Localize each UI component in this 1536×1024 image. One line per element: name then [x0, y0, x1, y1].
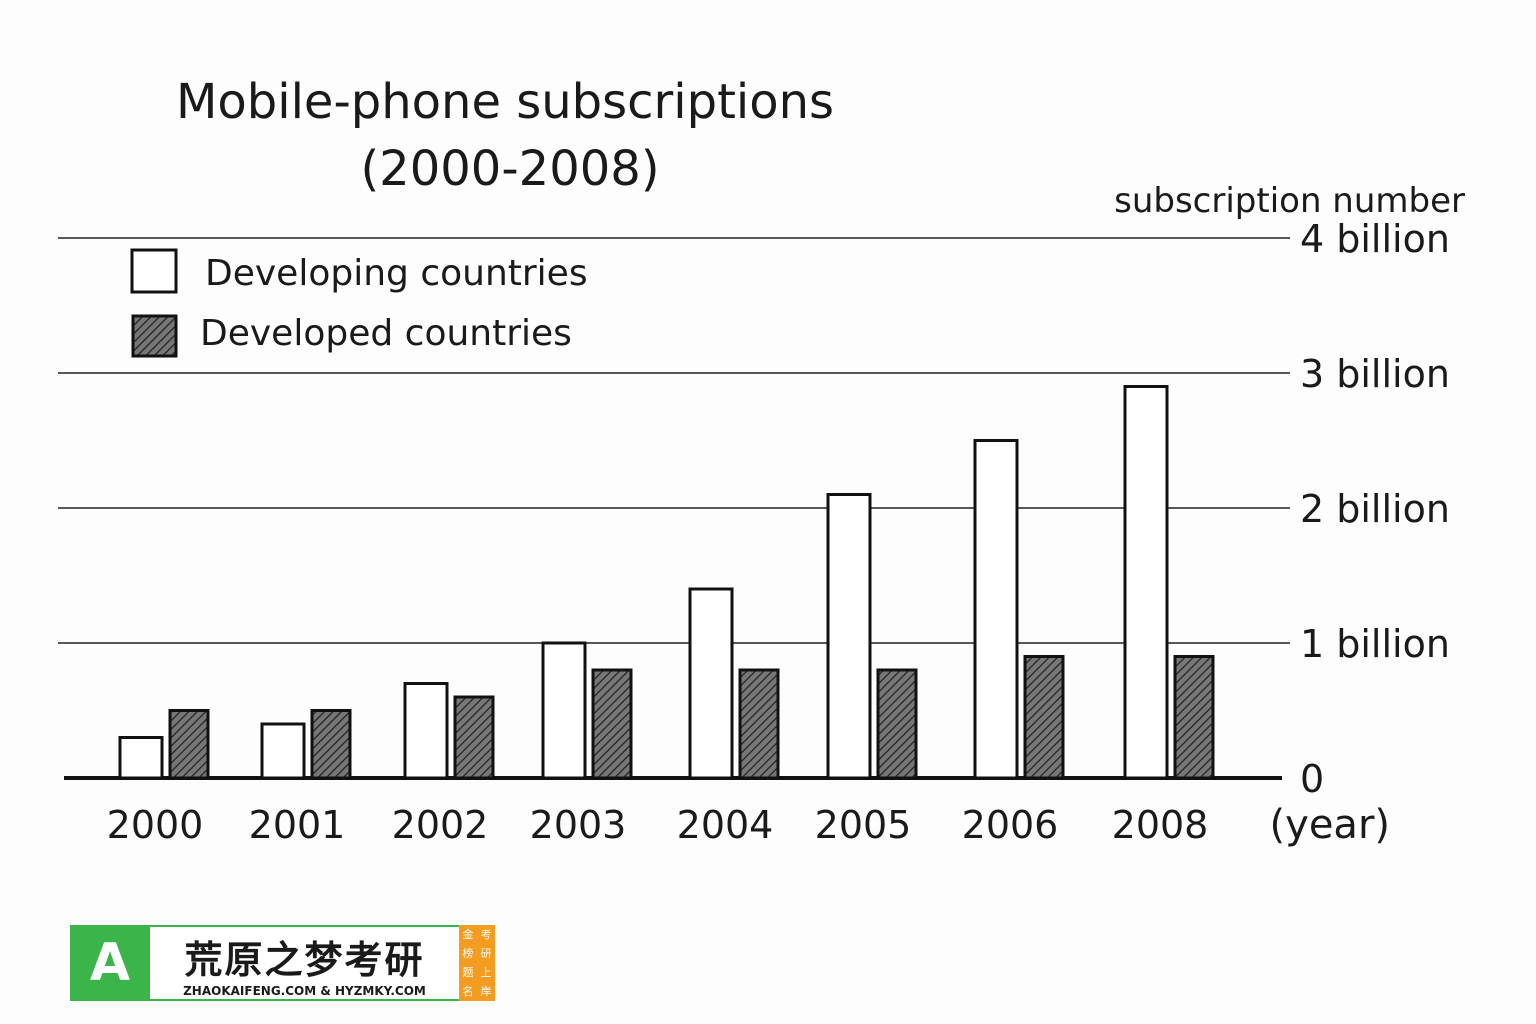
bar-developing-2005: [826, 493, 872, 780]
x-tick-label: 2005: [815, 803, 912, 847]
bar-developing-2001: [260, 722, 306, 780]
y-tick-label: 1 billion: [1300, 622, 1450, 666]
logo-brand-en: ZHAOKAIFENG.COM & HYZMKY.COM: [183, 983, 426, 998]
bar-developed-2002: [453, 695, 495, 780]
bar-developing-2004: [688, 587, 734, 780]
bar-developed-2006: [1023, 655, 1065, 780]
y-axis-label: subscription number: [1114, 181, 1465, 221]
legend-label-developed: Developed countries: [200, 313, 572, 354]
x-tick-label: 2008: [1112, 803, 1209, 847]
legend-swatch-developing: [130, 248, 178, 294]
y-tick-label: 4 billion: [1300, 217, 1450, 261]
bar-developed-2004: [738, 668, 780, 780]
bar-developing-2002: [403, 682, 449, 780]
bar-developed-2001: [310, 709, 352, 780]
logo-brand-cn: 荒原之梦考研: [184, 937, 425, 982]
logo-side-text: 金考 榜研 题上 名岸: [459, 925, 495, 1001]
bar-developing-2008: [1123, 385, 1169, 780]
x-tick-label: 2002: [392, 803, 489, 847]
chart-title: Mobile-phone subscriptions: [176, 74, 834, 130]
x-tick-label: 2000: [107, 803, 204, 847]
x-tick-label: 2004: [677, 803, 774, 847]
y-tick-label: 2 billion: [1300, 487, 1450, 531]
bar-developed-2008: [1173, 655, 1215, 780]
y-tick-label: 3 billion: [1300, 352, 1450, 396]
bar-developing-2003: [541, 641, 587, 780]
chart-subtitle: (2000-2008): [360, 141, 659, 197]
bar-developing-2006: [973, 439, 1019, 780]
logo-icon: A: [70, 925, 150, 1001]
bar-developed-2003: [591, 668, 633, 780]
bar-developed-2005: [876, 668, 918, 780]
bar-developing-2000: [118, 736, 164, 780]
x-tick-label: 2006: [962, 803, 1059, 847]
bar-developed-2000: [168, 709, 210, 780]
legend-swatch-developed: [131, 314, 178, 358]
legend-label-developing: Developing countries: [205, 253, 588, 294]
x-tick-label: 2001: [249, 803, 346, 847]
x-tick-label: 2003: [530, 803, 627, 847]
y-tick-label: 0: [1300, 757, 1324, 801]
x-axis-label: (year): [1270, 802, 1390, 848]
legend: Developing countries Developed countries: [130, 248, 588, 358]
watermark-logo: A 荒原之梦考研 ZHAOKAIFENG.COM & HYZMKY.COM 金考…: [70, 925, 495, 1001]
